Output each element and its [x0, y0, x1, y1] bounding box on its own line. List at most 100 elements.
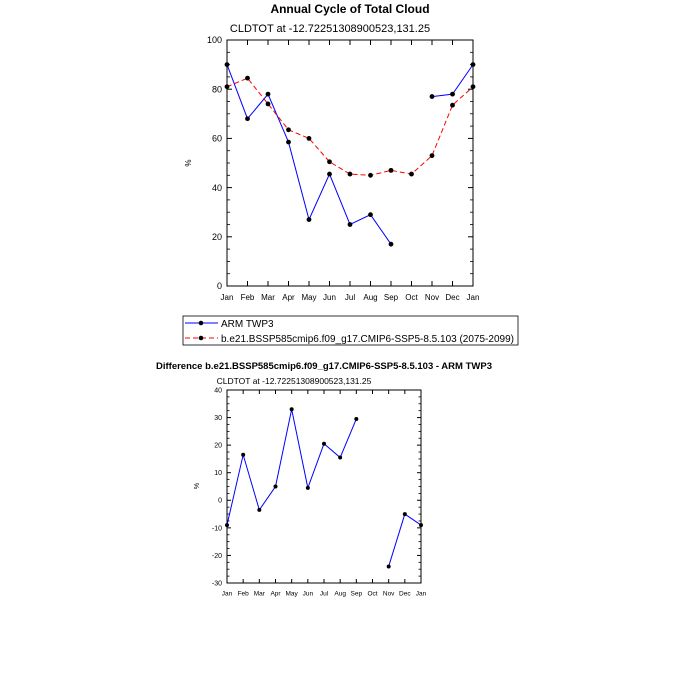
data-point: [322, 441, 326, 446]
data-point: [306, 217, 312, 222]
top-x-tick-labels: Jan Feb Mar Apr May Jun Jul Aug Sep Oct Nov Dec Jan: [221, 293, 480, 302]
data-point: [470, 84, 476, 90]
data-point: [289, 407, 294, 412]
bottom-y-axis-label: %: [194, 483, 201, 489]
x-tick-label: Nov: [425, 293, 439, 302]
x-tick-label: Mar: [261, 293, 275, 302]
x-tick-label: Dec: [399, 591, 411, 598]
data-point: [286, 127, 291, 133]
data-point: [386, 564, 391, 569]
data-point: [409, 171, 414, 177]
y-tick-label: 30: [214, 415, 222, 422]
bottom-axis-ticks: [226, 389, 422, 584]
data-point: [245, 75, 250, 81]
x-tick-label: Jan: [221, 293, 234, 302]
x-tick-label: Aug: [334, 591, 346, 598]
legend: ARM TWP3 b.e21.BSSP585cmip6.f09_g17.CMIP…: [182, 315, 519, 346]
data-point: [265, 91, 271, 97]
data-point: [429, 153, 435, 159]
x-tick-label: Aug: [363, 293, 377, 302]
top-series: [224, 62, 476, 247]
x-tick-label: May: [301, 293, 316, 302]
data-point: [224, 84, 230, 90]
y-tick-label: -20: [212, 553, 222, 560]
data-point: [419, 523, 423, 528]
x-tick-label: Jun: [323, 293, 336, 302]
y-tick-label: 20: [214, 443, 222, 450]
data-point: [305, 485, 310, 490]
data-point: [470, 62, 476, 67]
top-y-axis-label: %: [184, 159, 193, 166]
data-point: [368, 212, 373, 218]
data-point: [265, 101, 271, 107]
data-point: [388, 241, 394, 247]
top-axis-ticks: [226, 39, 474, 287]
bottom-chart-title: Difference b.e21.BSSP585cmip6.f09_g17.CM…: [156, 361, 492, 372]
data-point: [224, 62, 230, 67]
x-tick-label: Mar: [254, 591, 266, 598]
data-point: [327, 159, 332, 165]
legend-label-model: b.e21.BSSP585cmip6.f09_g17.CMIP6-SSP5-8.…: [221, 334, 514, 345]
data-point: [257, 507, 262, 512]
series-line-0: [226, 409, 357, 526]
y-tick-label: 80: [212, 84, 222, 94]
y-tick-label: 10: [214, 470, 222, 477]
top-chart-subtitle: CLDTOT at -12.72251308900523,131.25: [230, 23, 430, 35]
x-tick-label: Oct: [405, 293, 418, 302]
legend-marker-model: [198, 335, 204, 341]
x-tick-label: Sep: [384, 293, 399, 302]
y-tick-label: -10: [212, 525, 222, 532]
x-tick-label: Apr: [270, 591, 281, 598]
data-point: [450, 102, 455, 108]
x-tick-label: Jul: [345, 293, 355, 302]
y-tick-label: -30: [212, 580, 222, 587]
data-point: [306, 136, 312, 141]
bottom-plot-frame: [226, 389, 422, 584]
data-point: [347, 171, 353, 177]
series-line-1: [226, 77, 474, 176]
y-tick-label: 40: [212, 183, 222, 193]
top-chart-title: Annual Cycle of Total Cloud: [270, 2, 429, 16]
data-point: [327, 171, 332, 177]
bottom-x-tick-labels: Jan Feb Mar Apr May Jun Jul Aug Sep Oct Nov Dec Jan: [222, 591, 427, 598]
legend-label-arm: ARM TWP3: [221, 319, 274, 330]
x-tick-label: Apr: [282, 293, 295, 302]
data-point: [241, 452, 246, 457]
bottom-chart: Difference b.e21.BSSP585cmip6.f09_g17.CM…: [156, 361, 492, 598]
bottom-y-tick-labels: -30 -20 -10 0 10 20 30 40: [212, 387, 222, 587]
data-point: [338, 455, 343, 460]
data-point: [273, 484, 278, 489]
legend-frame: [182, 315, 519, 346]
x-tick-label: Dec: [445, 293, 459, 302]
x-tick-label: Jan: [222, 591, 233, 598]
y-tick-label: 0: [218, 498, 222, 505]
bottom-chart-subtitle: CLDTOT at -12.72251308900523,131.25: [217, 376, 372, 386]
top-chart: Annual Cycle of Total Cloud CLDTOT at -1…: [184, 2, 479, 302]
x-tick-label: Oct: [367, 591, 377, 598]
data-point: [368, 172, 373, 178]
bottom-series: [225, 407, 423, 569]
x-tick-label: Feb: [241, 293, 255, 302]
y-tick-label: 60: [212, 134, 222, 144]
data-point: [225, 523, 229, 528]
y-tick-label: 40: [214, 387, 222, 394]
x-tick-label: May: [286, 591, 299, 598]
y-tick-label: 20: [212, 232, 222, 242]
x-tick-label: Jul: [320, 591, 329, 598]
top-plot-frame: [226, 39, 474, 287]
x-tick-label: Feb: [238, 591, 250, 598]
legend-marker-arm: [198, 320, 204, 326]
x-tick-label: Jan: [467, 293, 480, 302]
y-tick-label: 100: [207, 35, 222, 45]
x-tick-label: Nov: [383, 591, 395, 598]
y-tick-label: 0: [217, 281, 222, 291]
x-tick-label: Sep: [351, 591, 363, 598]
data-point: [402, 512, 407, 517]
top-y-tick-labels: 0 20 40 60 80 100: [207, 35, 222, 291]
data-point: [429, 94, 435, 99]
data-point: [450, 91, 455, 97]
x-tick-label: Jun: [303, 591, 314, 598]
data-point: [388, 167, 394, 173]
series-line-0: [388, 513, 422, 567]
